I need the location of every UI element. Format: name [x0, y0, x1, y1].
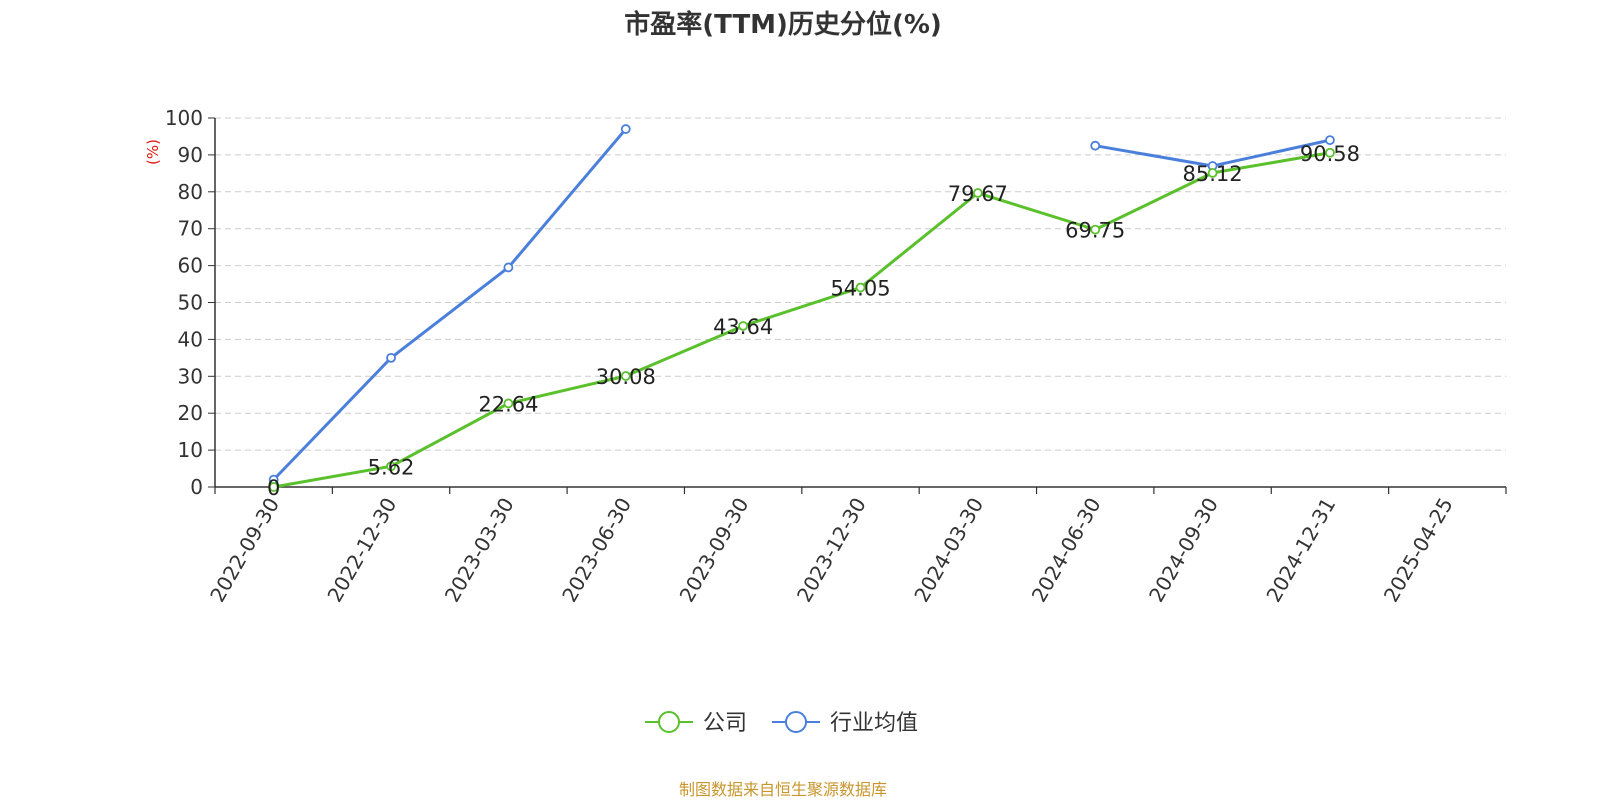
data-point-company — [386, 461, 396, 472]
y-tick-label: 80 — [178, 180, 203, 204]
y-tick-label: 10 — [178, 438, 203, 462]
data-label: 22.64 — [478, 392, 538, 416]
data-label: 5.62 — [368, 455, 415, 479]
y-tick-label: 20 — [178, 401, 203, 425]
data-point-industry-avg — [620, 124, 631, 134]
x-tick-label: 2024-09-30 — [1144, 494, 1223, 607]
data-label: 30.08 — [596, 365, 656, 389]
x-tick-label: 2024-03-30 — [909, 494, 988, 607]
x-tick-label: 2022-12-30 — [322, 494, 401, 607]
data-point-industry-avg — [503, 262, 514, 273]
data-point-company — [1325, 147, 1335, 158]
data-label: 85.12 — [1183, 162, 1243, 186]
data-label: 69.75 — [1065, 219, 1125, 243]
x-tick-label: 2023-06-30 — [557, 494, 636, 607]
y-tick-label: 90 — [178, 143, 203, 167]
chart-title: 市盈率(TTM)历史分位(%) — [624, 10, 942, 40]
data-point-company — [855, 282, 866, 293]
x-tick-label: 2023-12-30 — [792, 494, 871, 607]
legend-item-company: 公司 — [645, 711, 747, 736]
x-tick-label: 2024-12-31 — [1261, 494, 1340, 607]
y-tick-label: 0 — [190, 475, 203, 499]
data-label: 90.58 — [1300, 142, 1360, 166]
axes: 0 10 20 30 40 50 60 70 80 90 100(%) 2022-09-30 2022-… — [144, 106, 1507, 607]
x-tick-label: 2022-09-30 — [205, 494, 284, 607]
data-point-industry-avg — [386, 352, 396, 363]
data-point-company — [1090, 224, 1101, 235]
data-point-company — [268, 482, 279, 492]
legend-label: 公司 — [703, 711, 747, 736]
data-point-company — [972, 188, 983, 198]
data-point-company — [503, 398, 514, 409]
x-tick-label: 2024-06-30 — [1027, 494, 1106, 607]
x-tick-label: 2023-09-30 — [675, 494, 754, 607]
y-tick-label: 70 — [178, 217, 203, 241]
y-axis-label: (%) — [144, 139, 162, 165]
data-point-company — [620, 371, 631, 381]
legend-label: 行业均值 — [830, 711, 918, 736]
data-labels: 0 5.62 22.64 30.08 43.64 54.05 79.67 69.75 85.12… — [267, 142, 1360, 500]
legend-marker — [658, 711, 680, 733]
grid-lines — [215, 117, 1506, 451]
data-point-industry-avg — [1325, 135, 1335, 146]
data-label: 43.64 — [713, 315, 773, 339]
y-tick-label: 100 — [165, 106, 203, 130]
data-label: 54.05 — [830, 277, 890, 301]
data-label: 0 — [267, 476, 280, 500]
series — [268, 124, 1335, 492]
series-line-company — [273, 151, 1331, 489]
data-point-company — [1207, 168, 1218, 178]
legend: 公司 行业均值 — [645, 711, 918, 736]
y-tick-label: 30 — [178, 364, 203, 388]
x-tick-label: 2025-04-25 — [1379, 494, 1458, 607]
y-tick-label: 50 — [178, 291, 203, 315]
data-point-industry-avg — [1090, 140, 1101, 151]
legend-marker — [785, 711, 807, 733]
data-label: 79.67 — [948, 182, 1008, 206]
source-note: 制图数据来自恒生聚源数据库 — [678, 780, 887, 799]
y-tick-label: 60 — [178, 254, 203, 278]
legend-item-industry-avg: 行业均值 — [772, 711, 918, 736]
series-line-industry-avg — [272, 128, 627, 481]
data-point-company — [738, 321, 749, 331]
y-tick-label: 40 — [178, 327, 203, 351]
x-tick-label: 2023-03-30 — [440, 494, 519, 607]
